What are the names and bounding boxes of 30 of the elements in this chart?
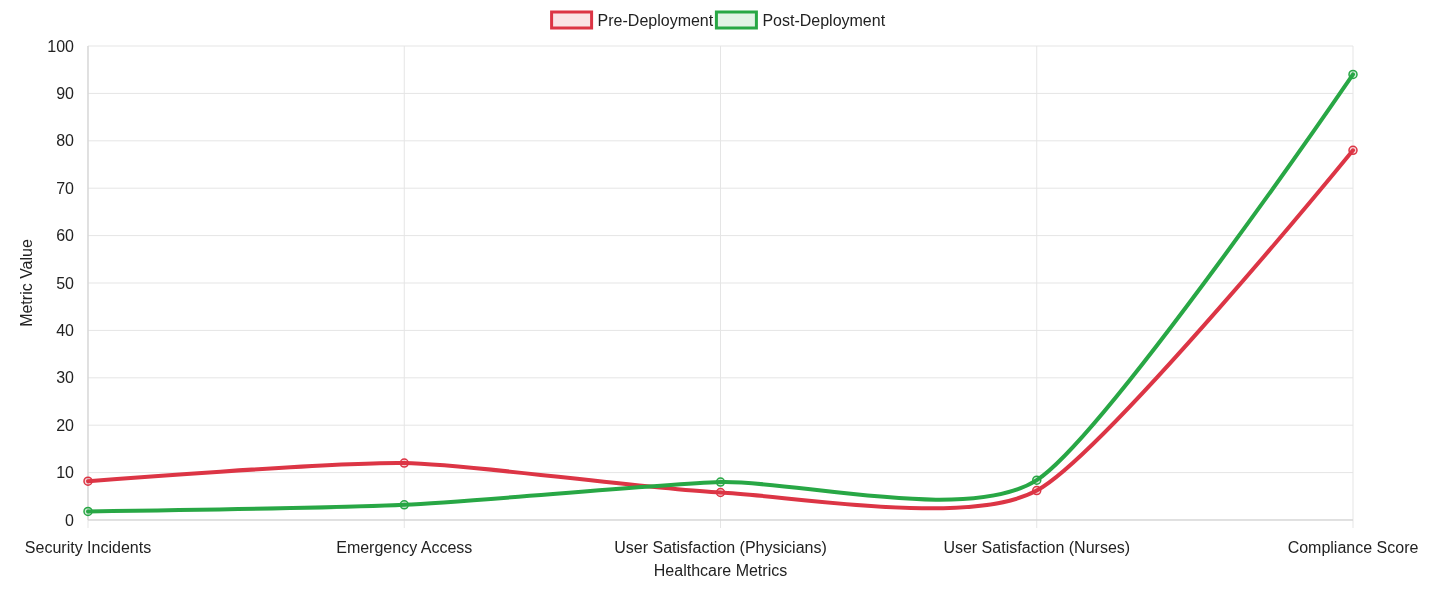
point	[83, 506, 93, 517]
y-tick-label: 20	[56, 416, 75, 434]
y-tick-label: 70	[56, 179, 75, 197]
point	[1348, 145, 1358, 156]
point	[1032, 475, 1042, 485]
x-tick-label: Compliance Score	[1287, 539, 1419, 556]
point	[399, 500, 409, 510]
y-tick-label: 80	[56, 132, 75, 150]
y-tick-label: 10	[56, 464, 75, 482]
x-tick-label: User Satisfaction (Nurses)	[943, 539, 1131, 556]
point	[399, 458, 409, 468]
point	[715, 487, 726, 498]
y-tick-label: 90	[56, 85, 75, 102]
y-tick-label: 100	[47, 37, 75, 55]
x-tick-label: User Satisfaction (Physicians)	[614, 539, 827, 556]
point	[1032, 485, 1042, 496]
y-axis-title: Metric Value	[18, 239, 35, 327]
legend-label: Pre-Deployment	[597, 11, 714, 29]
x-tick-label: Emergency Access	[336, 539, 473, 556]
y-tick-label: 30	[56, 369, 75, 387]
legend-label: Post-Deployment	[762, 11, 886, 29]
x-axis-title: Healthcare Metrics	[653, 562, 788, 579]
point	[83, 476, 93, 486]
y-tick-label: 0	[65, 511, 75, 529]
y-tick-label: 40	[56, 322, 75, 339]
point	[715, 477, 726, 487]
y-tick-label: 50	[56, 274, 75, 292]
point	[1348, 69, 1358, 80]
y-tick-label: 60	[56, 227, 75, 245]
x-tick-label: Security Incidents	[24, 539, 152, 556]
